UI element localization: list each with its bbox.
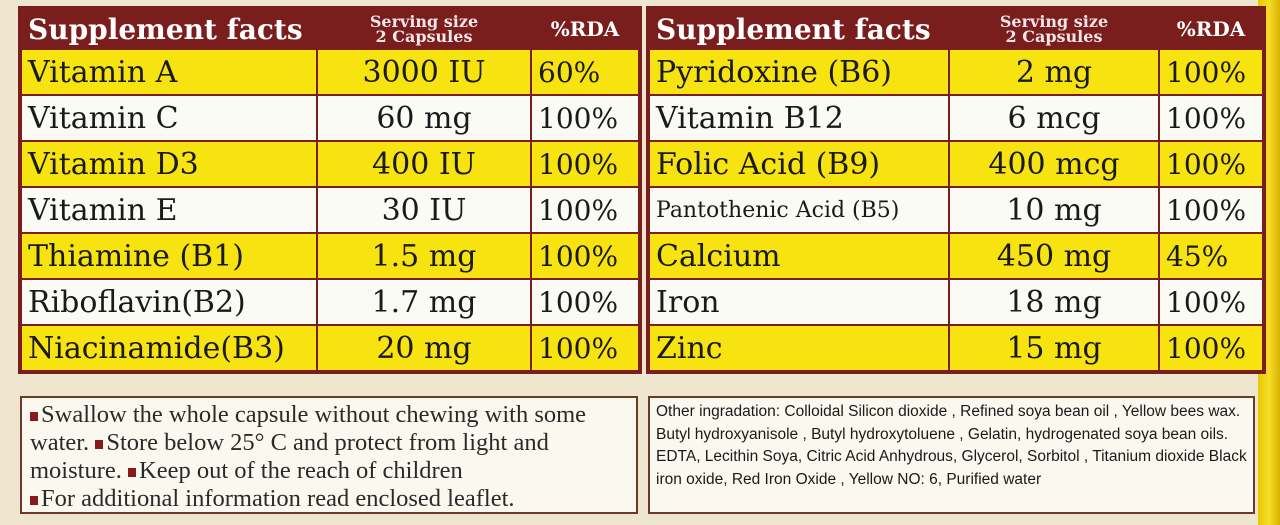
- cell-name: Pyridoxine (B6): [648, 48, 950, 96]
- instruction: For additional information read enclosed…: [41, 485, 515, 512]
- instruction: Keep out of the reach of children: [139, 457, 463, 484]
- cell-amount: 2 mg: [948, 48, 1160, 96]
- cell-rda: 100%: [1158, 48, 1264, 96]
- cell-name: Folic Acid (B9): [648, 140, 950, 188]
- table-row: Thiamine (B1) 1.5 mg 100%: [20, 232, 640, 280]
- header-title: Supplement facts: [20, 8, 318, 50]
- bullet-icon: [95, 439, 104, 449]
- instruction: Swallow the whole capsule without chewin…: [30, 401, 587, 456]
- table-row: Zinc 15 mg 100%: [648, 324, 1264, 372]
- cell-amount: 3000 IU: [316, 48, 532, 96]
- header-serving: Serving size 2 Capsules: [948, 8, 1160, 50]
- cell-name: Riboflavin(B2): [20, 278, 318, 326]
- header-rda: %RDA: [1158, 8, 1264, 50]
- cell-name: Vitamin C: [20, 94, 318, 142]
- cell-name: Calcium: [648, 232, 950, 280]
- bullet-icon: [30, 495, 38, 505]
- bullet-icon: [128, 467, 136, 477]
- cell-amount: 30 IU: [316, 186, 532, 234]
- cell-amount: 18 mg: [948, 278, 1160, 326]
- table-row: Vitamin C 60 mg 100%: [20, 94, 640, 142]
- cell-rda: 100%: [1158, 140, 1264, 188]
- table-row: Iron 18 mg 100%: [648, 278, 1264, 326]
- cell-rda: 100%: [530, 140, 640, 188]
- cell-rda: 100%: [530, 324, 640, 372]
- instructions-box: Swallow the whole capsule without chewin…: [20, 396, 638, 514]
- cell-rda: 60%: [530, 48, 640, 96]
- bullet-icon: [30, 411, 38, 421]
- cell-amount: 20 mg: [316, 324, 532, 372]
- cell-rda: 100%: [530, 94, 640, 142]
- cell-rda: 100%: [1158, 278, 1264, 326]
- cell-rda: 100%: [530, 186, 640, 234]
- cell-name: Zinc: [648, 324, 950, 372]
- cell-rda: 100%: [1158, 94, 1264, 142]
- cell-amount: 400 mcg: [948, 140, 1160, 188]
- table-row: Vitamin D3 400 IU 100%: [20, 140, 640, 188]
- cell-amount: 10 mg: [948, 186, 1160, 234]
- cell-name: Vitamin B12: [648, 94, 950, 142]
- table-row: Riboflavin(B2) 1.7 mg 100%: [20, 278, 640, 326]
- cell-name: Niacinamide(B3): [20, 324, 318, 372]
- cell-name: Vitamin D3: [20, 140, 318, 188]
- cell-name: Thiamine (B1): [20, 232, 318, 280]
- table-row: Folic Acid (B9) 400 mcg 100%: [648, 140, 1264, 188]
- cell-amount: 6 mcg: [948, 94, 1160, 142]
- header-rda: %RDA: [530, 8, 640, 50]
- cell-rda: 100%: [1158, 186, 1264, 234]
- cell-rda: 100%: [530, 232, 640, 280]
- cell-rda: 100%: [530, 278, 640, 326]
- table-row: Calcium 450 mg 45%: [648, 232, 1264, 280]
- cell-name: Iron: [648, 278, 950, 326]
- cell-amount: 1.5 mg: [316, 232, 532, 280]
- ingredients-text: Other ingradation: Colloidal Silicon dio…: [656, 403, 1247, 488]
- cell-name: Vitamin A: [20, 48, 318, 96]
- header-title: Supplement facts: [648, 8, 950, 50]
- cell-amount: 60 mg: [316, 94, 532, 142]
- cell-name: Vitamin E: [20, 186, 318, 234]
- supplement-facts-table-right: Supplement facts Serving size 2 Capsules …: [646, 6, 1266, 374]
- table-row: Niacinamide(B3) 20 mg 100%: [20, 324, 640, 372]
- cell-amount: 450 mg: [948, 232, 1160, 280]
- cell-amount: 400 IU: [316, 140, 532, 188]
- table-row: Vitamin E 30 IU 100%: [20, 186, 640, 234]
- cell-amount: 15 mg: [948, 324, 1160, 372]
- cell-rda: 45%: [1158, 232, 1264, 280]
- table-row: Vitamin B12 6 mcg 100%: [648, 94, 1264, 142]
- cell-amount: 1.7 mg: [316, 278, 532, 326]
- cell-rda: 100%: [1158, 324, 1264, 372]
- cell-name: Pantothenic Acid (B5): [648, 186, 950, 234]
- table-row: Vitamin A 3000 IU 60%: [20, 48, 640, 96]
- header-serving: Serving size 2 Capsules: [316, 8, 532, 50]
- supplement-facts-table-left: Supplement facts Serving size 2 Capsules …: [18, 6, 642, 374]
- instruction: Store below 25° C and protect from light…: [30, 429, 549, 484]
- table-row: Pyridoxine (B6) 2 mg 100%: [648, 48, 1264, 96]
- ingredients-box: Other ingradation: Colloidal Silicon dio…: [648, 396, 1255, 514]
- table-row: Pantothenic Acid (B5) 10 mg 100%: [648, 186, 1264, 234]
